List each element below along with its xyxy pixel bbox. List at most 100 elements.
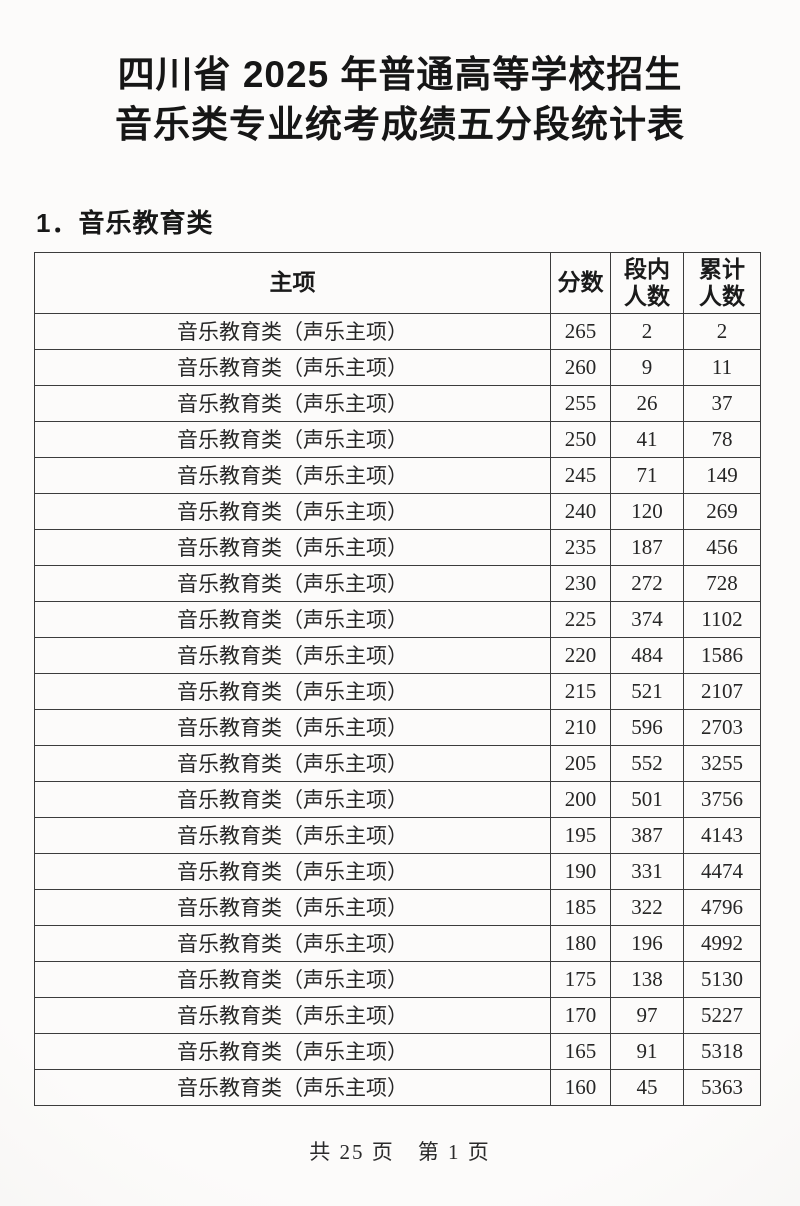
cell-main-item: 音乐教育类（声乐主项） — [34, 744, 551, 782]
cell-cumulative-count: 4796 — [683, 888, 761, 926]
cell-score: 265 — [550, 312, 611, 350]
table-row: 音乐教育类（声乐主项） 250 41 78 — [34, 420, 761, 458]
cell-score: 200 — [550, 780, 611, 818]
cell-cumulative-count: 37 — [683, 384, 761, 422]
cell-cumulative-count: 1586 — [683, 636, 761, 674]
column-header-score: 分数 — [550, 251, 611, 314]
table-row: 音乐教育类（声乐主项） 260 9 11 — [34, 348, 761, 386]
table-row: 音乐教育类（声乐主项） 215 521 2107 — [34, 672, 761, 710]
table-row: 音乐教育类（声乐主项） 170 97 5227 — [34, 996, 761, 1034]
cell-score: 250 — [550, 420, 611, 458]
cell-cumulative-count: 4992 — [683, 924, 761, 962]
cell-cumulative-count: 5227 — [683, 996, 761, 1034]
table-row: 音乐教育类（声乐主项） 220 484 1586 — [34, 636, 761, 674]
cell-main-item: 音乐教育类（声乐主项） — [34, 636, 551, 674]
cell-main-item: 音乐教育类（声乐主项） — [34, 312, 551, 350]
cell-score: 255 — [550, 384, 611, 422]
cell-main-item: 音乐教育类（声乐主项） — [34, 852, 551, 890]
cell-band-count: 484 — [610, 636, 684, 674]
cell-score: 175 — [550, 960, 611, 998]
cell-score: 165 — [550, 1032, 611, 1070]
table-row: 音乐教育类（声乐主项） 195 387 4143 — [34, 816, 761, 854]
cell-band-count: 71 — [610, 456, 684, 494]
cell-score: 220 — [550, 636, 611, 674]
table-row: 音乐教育类（声乐主项） 210 596 2703 — [34, 708, 761, 746]
cell-main-item: 音乐教育类（声乐主项） — [34, 456, 551, 494]
score-distribution-table: 主项 分数 段内 人数 累计 人数 音乐教育类（声乐主项） 265 2 2 音乐… — [34, 251, 761, 1106]
cell-score: 230 — [550, 564, 611, 602]
cell-main-item: 音乐教育类（声乐主项） — [34, 1068, 551, 1106]
cell-main-item: 音乐教育类（声乐主项） — [34, 528, 551, 566]
column-header-cumulative-count: 累计 人数 — [683, 251, 761, 314]
cell-main-item: 音乐教育类（声乐主项） — [34, 672, 551, 710]
cell-cumulative-count: 2107 — [683, 672, 761, 710]
cell-main-item: 音乐教育类（声乐主项） — [34, 924, 551, 962]
cell-cumulative-count: 11 — [683, 348, 761, 386]
table-row: 音乐教育类（声乐主项） 245 71 149 — [34, 456, 761, 494]
cell-score: 240 — [550, 492, 611, 530]
cell-band-count: 272 — [610, 564, 684, 602]
cell-score: 170 — [550, 996, 611, 1034]
table-row: 音乐教育类（声乐主项） 160 45 5363 — [34, 1068, 761, 1106]
column-header-main-item: 主项 — [34, 251, 551, 314]
cell-score: 180 — [550, 924, 611, 962]
cell-band-count: 552 — [610, 744, 684, 782]
cell-cumulative-count: 78 — [683, 420, 761, 458]
cell-band-count: 331 — [610, 852, 684, 890]
cell-score: 195 — [550, 816, 611, 854]
cell-band-count: 9 — [610, 348, 684, 386]
cell-band-count: 387 — [610, 816, 684, 854]
cell-cumulative-count: 5363 — [683, 1068, 761, 1106]
cell-score: 190 — [550, 852, 611, 890]
cell-cumulative-count: 4474 — [683, 852, 761, 890]
cell-score: 160 — [550, 1068, 611, 1106]
cell-score: 245 — [550, 456, 611, 494]
cell-main-item: 音乐教育类（声乐主项） — [34, 492, 551, 530]
cell-band-count: 97 — [610, 996, 684, 1034]
cell-band-count: 187 — [610, 528, 684, 566]
cell-band-count: 120 — [610, 492, 684, 530]
table-row: 音乐教育类（声乐主项） 180 196 4992 — [34, 924, 761, 962]
cell-band-count: 501 — [610, 780, 684, 818]
cell-main-item: 音乐教育类（声乐主项） — [34, 780, 551, 818]
table-row: 音乐教育类（声乐主项） 240 120 269 — [34, 492, 761, 530]
table-row: 音乐教育类（声乐主项） 230 272 728 — [34, 564, 761, 602]
cell-band-count: 41 — [610, 420, 684, 458]
page-footer-pagination: 共 25 页 第 1 页 — [309, 1139, 491, 1164]
cell-band-count: 91 — [610, 1032, 684, 1070]
cell-cumulative-count: 728 — [683, 564, 761, 602]
cell-score: 210 — [550, 708, 611, 746]
title-line-2: 音乐类专业统考成绩五分段统计表 — [115, 104, 685, 146]
table-row: 音乐教育类（声乐主项） 255 26 37 — [34, 384, 761, 422]
cell-cumulative-count: 2703 — [683, 708, 761, 746]
table-row: 音乐教育类（声乐主项） 190 331 4474 — [34, 852, 761, 890]
cell-band-count: 45 — [610, 1068, 684, 1106]
cell-band-count: 26 — [610, 384, 684, 422]
cell-score: 215 — [550, 672, 611, 710]
column-header-band-count: 段内 人数 — [610, 251, 684, 314]
table-row: 音乐教育类（声乐主项） 235 187 456 — [34, 528, 761, 566]
table-row: 音乐教育类（声乐主项） 205 552 3255 — [34, 744, 761, 782]
cell-main-item: 音乐教育类（声乐主项） — [34, 564, 551, 602]
cell-band-count: 2 — [610, 312, 684, 350]
cell-band-count: 196 — [610, 924, 684, 962]
table-body: 音乐教育类（声乐主项） 265 2 2 音乐教育类（声乐主项） 260 9 11… — [34, 312, 761, 1106]
cell-cumulative-count: 4143 — [683, 816, 761, 854]
table-header-row: 主项 分数 段内 人数 累计 人数 — [34, 251, 761, 314]
title-line-1: 四川省 2025 年普通高等学校招生 — [117, 54, 683, 95]
cell-cumulative-count: 456 — [683, 528, 761, 566]
cell-main-item: 音乐教育类（声乐主项） — [34, 420, 551, 458]
cell-main-item: 音乐教育类（声乐主项） — [34, 960, 551, 998]
cell-main-item: 音乐教育类（声乐主项） — [34, 708, 551, 746]
cell-band-count: 138 — [610, 960, 684, 998]
cell-cumulative-count: 3255 — [683, 744, 761, 782]
cell-main-item: 音乐教育类（声乐主项） — [34, 1032, 551, 1070]
table-row: 音乐教育类（声乐主项） 175 138 5130 — [34, 960, 761, 998]
cell-cumulative-count: 5130 — [683, 960, 761, 998]
cell-cumulative-count: 3756 — [683, 780, 761, 818]
cell-main-item: 音乐教育类（声乐主项） — [34, 600, 551, 638]
cell-main-item: 音乐教育类（声乐主项） — [34, 996, 551, 1034]
cell-cumulative-count: 2 — [683, 312, 761, 350]
table-row: 音乐教育类（声乐主项） 225 374 1102 — [34, 600, 761, 638]
